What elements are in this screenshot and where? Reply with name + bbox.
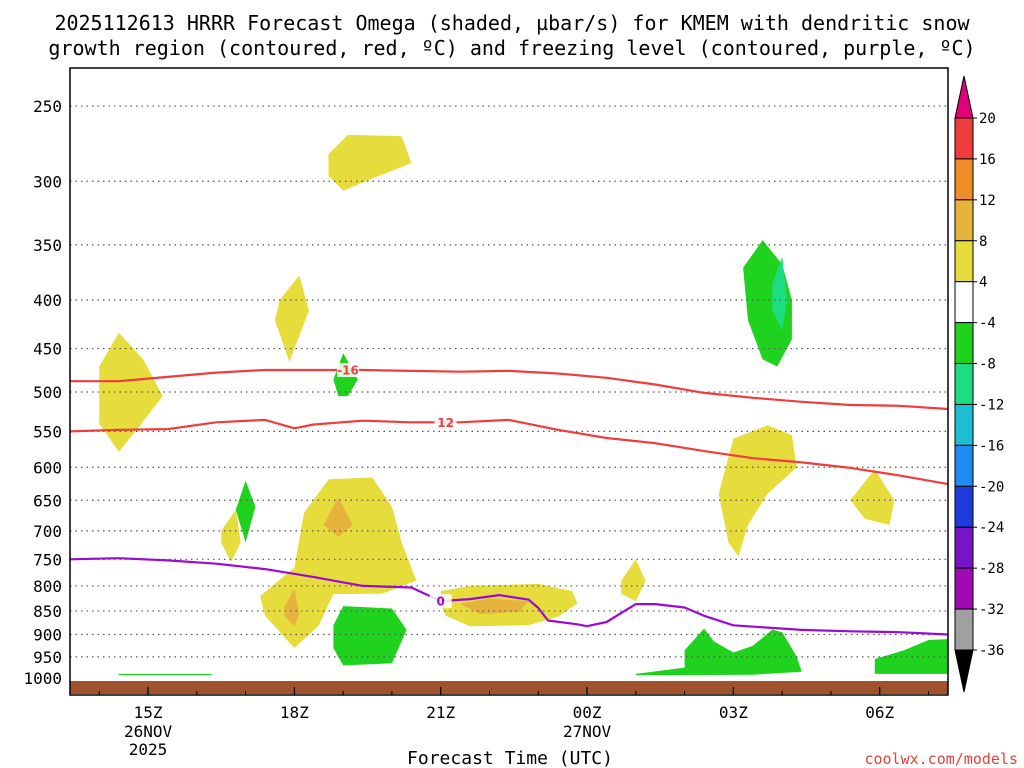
colorbar-label-9: -20 (979, 479, 1004, 495)
x-tick-label-03Z: 03Z (719, 703, 748, 722)
y-tick-label-750: 750 (33, 550, 62, 569)
contour-line-1 (70, 418, 948, 486)
x-tick-date-15Z: 26NOV (124, 722, 173, 741)
plot-frame (69, 67, 949, 696)
omega-region-yellow-3 (274, 275, 309, 363)
contour-label-0: -16 (337, 363, 359, 377)
x-tick-label-21Z: 21Z (426, 703, 455, 722)
credit-text[interactable]: coolwx.com/models (864, 750, 1018, 768)
y-tick-label-900: 900 (33, 626, 62, 645)
colorbar-label-11: -28 (979, 561, 1004, 577)
omega-region-yellow-8 (718, 425, 797, 557)
y-tick-label-250: 250 (33, 97, 62, 116)
x-tick-year-15Z: 2025 (129, 740, 168, 759)
colorbar-label-10: -24 (979, 520, 1004, 536)
omega-region-green-5 (635, 628, 802, 676)
omega-region-orange-1 (323, 497, 353, 537)
pressure-gridlines (70, 105, 948, 658)
colorbar: 20 16 12 8 4 -4 -8 -12 -16 -20 -24 -28 -32 -36 (954, 75, 1004, 693)
colorbar-band-4 (954, 281, 974, 324)
y-tick-label-1000: 1000 (23, 669, 62, 688)
contour-label-bg-1 (434, 415, 457, 430)
colorbar-bottom-arrow (954, 649, 974, 693)
y-tick-label-950: 950 (33, 648, 62, 667)
contour-label-1: 12 (437, 416, 454, 430)
colorbar-band-10 (954, 526, 974, 569)
y-tick-label-400: 400 (33, 291, 62, 310)
y-tick-label-300: 300 (33, 172, 62, 191)
colorbar-band-1 (954, 158, 974, 201)
colorbar-label-3: 8 (979, 234, 987, 250)
y-tick-label-800: 800 (33, 577, 62, 596)
omega-region-orange-2 (284, 588, 300, 627)
colorbar-band-7 (954, 403, 974, 446)
colorbar-label-12: -32 (979, 602, 1004, 618)
x-tick-label-15Z: 15Z (134, 703, 163, 722)
colorbar-band-8 (954, 444, 974, 487)
colorbar-band-5 (954, 322, 974, 365)
ground-bar (70, 681, 948, 694)
y-tick-label-650: 650 (33, 491, 62, 510)
omega-region-green-6 (874, 639, 948, 674)
colorbar-band-6 (954, 363, 974, 405)
colorbar-label-0: 20 (979, 111, 996, 127)
x-tick-label-00Z: 00Z (573, 703, 602, 722)
y-tick-label-450: 450 (33, 340, 62, 359)
colorbar-top-arrow (954, 75, 974, 119)
omega-region-teal-1 (772, 256, 787, 330)
colorbar-band-2 (954, 199, 974, 242)
omega-region-green-2 (235, 480, 256, 543)
x-tick-date-00Z: 27NOV (563, 722, 612, 741)
chart-title-line1: 2025112613 HRRR Forecast Omega (shaded, … (54, 11, 970, 35)
y-tick-label-550: 550 (33, 422, 62, 441)
colorbar-band-3 (954, 240, 974, 283)
omega-region-green-7 (118, 673, 212, 676)
contour-label-bg-0 (337, 362, 360, 377)
temperature-contours: -16 12 0 (70, 362, 948, 636)
omega-shading (99, 134, 948, 676)
colorbar-band-9 (954, 485, 974, 528)
colorbar-label-8: -16 (979, 438, 1004, 454)
y-tick-label-600: 600 (33, 458, 62, 477)
colorbar-label-1: 16 (979, 152, 996, 168)
omega-region-yellow-2 (328, 134, 412, 191)
colorbar-label-2: 12 (979, 193, 996, 209)
omega-region-yellow-5 (221, 509, 241, 563)
y-tick-label-350: 350 (33, 236, 62, 255)
colorbar-label-6: -8 (979, 357, 996, 373)
contour-line-0 (70, 368, 948, 411)
colorbar-label-4: 4 (979, 275, 987, 291)
colorbar-band-11 (954, 567, 974, 610)
y-tick-label-850: 850 (33, 602, 62, 621)
colorbar-label-7: -12 (979, 397, 1004, 413)
y-axis: 250 300 350 400 450 500 550 600 650 700 750 800 850 9… (23, 97, 62, 688)
contour-label-2: 0 (437, 595, 445, 609)
x-tick-label-06Z: 06Z (865, 703, 894, 722)
omega-region-yellow-9 (850, 469, 895, 525)
chart-title-line2: growth region (contoured, red, ºC) and f… (48, 36, 975, 60)
contour-label-bg-2 (429, 594, 452, 609)
colorbar-label-5: -4 (979, 316, 996, 332)
omega-region-yellow-7 (621, 559, 646, 602)
omega-region-green-3 (333, 606, 407, 666)
x-axis-label: Forecast Time (UTC) (407, 748, 613, 768)
contour-line-2 (70, 557, 948, 636)
colorbar-band-12 (954, 608, 974, 651)
y-tick-label-500: 500 (33, 383, 62, 402)
colorbar-band-0 (954, 117, 974, 160)
y-tick-label-700: 700 (33, 522, 62, 541)
x-tick-label-18Z: 18Z (280, 703, 309, 722)
colorbar-label-13: -36 (979, 643, 1004, 659)
omega-region-yellow-4 (260, 477, 417, 649)
